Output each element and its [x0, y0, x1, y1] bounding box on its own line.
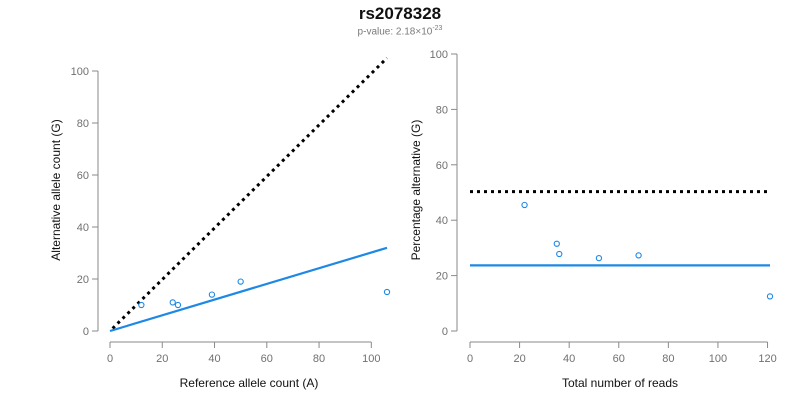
fitted-ratio-line — [109, 246, 388, 333]
data-point — [595, 254, 603, 262]
data-point — [553, 240, 560, 247]
chart-panel-1: 0 20 40 60 80 100 0 20 40 60 80 100 Reference allele… — [49, 56, 391, 390]
x-tick-label: 0 — [107, 353, 113, 365]
y-tick-label: 100 — [71, 66, 89, 78]
data-point — [237, 278, 244, 285]
y-tick-label: 0 — [83, 326, 89, 338]
data-point — [635, 252, 642, 259]
x-tick-label: 40 — [208, 353, 220, 365]
data-point — [169, 299, 176, 306]
p-value-text: p-value: 2.18×10 — [357, 26, 433, 38]
y-tick-label: 80 — [77, 118, 89, 130]
y-tick-label: 0 — [442, 326, 448, 338]
x-tick-label: 40 — [563, 353, 575, 365]
chart-title: rs2078328 — [358, 4, 442, 23]
x-tick-label: 80 — [313, 353, 325, 365]
x-tick-label: 0 — [467, 353, 473, 365]
y-tick-label: 60 — [436, 160, 448, 172]
data-point — [556, 250, 563, 258]
data-point — [521, 201, 528, 209]
data-point — [383, 288, 391, 296]
data-point — [174, 301, 182, 309]
x-tick-label: 80 — [662, 353, 674, 365]
x-tick-label: 100 — [709, 353, 727, 365]
x-tick-label: 60 — [261, 353, 273, 365]
y-tick-label: 20 — [436, 271, 448, 283]
x-axis-title: Reference allele count (A) — [180, 376, 319, 390]
x-tick-label: 20 — [513, 353, 525, 365]
x-tick-label: 20 — [156, 353, 168, 365]
data-point — [208, 291, 216, 298]
data-point — [138, 301, 145, 309]
y-tick-label: 100 — [430, 49, 448, 61]
y-tick-label: 80 — [436, 104, 448, 116]
y-tick-label: 40 — [436, 215, 448, 227]
data-point — [766, 293, 774, 300]
x-tick-label: 100 — [362, 353, 380, 365]
p-value-exponent: -23 — [432, 25, 443, 32]
x-axis-title: Total number of reads — [562, 376, 678, 390]
p-value-subtitle: p-value: 2.18×10-23 — [0, 25, 800, 37]
chart-panel-2: 0 20 40 60 80 100 120 0 20 40 60 80 100 Total number … — [409, 49, 777, 390]
y-tick-label: 40 — [77, 222, 89, 234]
y-axis-title: Percentage alternative (G) — [409, 120, 423, 261]
y-tick-label: 60 — [77, 170, 89, 182]
y-tick-label: 20 — [77, 274, 89, 286]
expected-ratio-line — [111, 56, 389, 330]
x-tick-label: 120 — [758, 353, 776, 365]
y-axis-title: Alternative allele count (G) — [49, 119, 63, 260]
x-tick-label: 60 — [613, 353, 625, 365]
